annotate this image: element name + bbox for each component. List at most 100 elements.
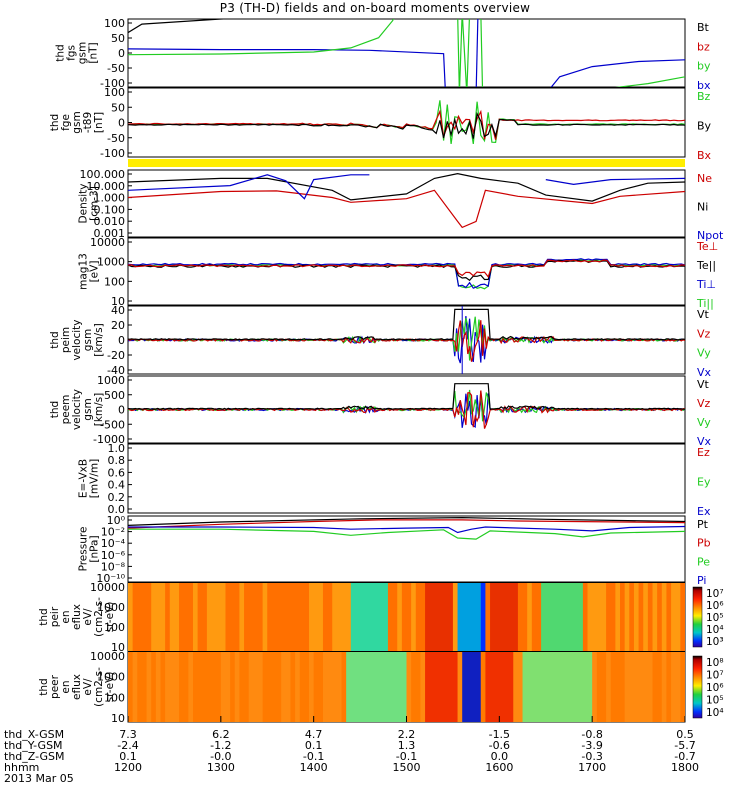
position-row-label: thd_Y-GSM: [4, 739, 63, 752]
spectrogram-column: [355, 652, 361, 722]
legend-vx: Vx: [697, 435, 712, 448]
spectrogram-column: [341, 583, 347, 651]
spectrogram-column: [336, 583, 343, 651]
spectrogram-column: [202, 652, 208, 722]
spectrogram-column: [476, 583, 482, 651]
spectrogram-column: [165, 652, 171, 722]
y-tick-label: 10000: [90, 581, 125, 594]
spectrogram-column: [313, 583, 319, 651]
spectrogram-column: [155, 583, 161, 651]
spectrogram-column: [350, 652, 356, 722]
spectrogram-column: [411, 583, 417, 651]
date-label: 2013 Mar 05: [4, 772, 74, 785]
y-axis-label: thd: [49, 114, 61, 131]
spectrogram-column: [438, 583, 445, 651]
spectrogram-column: [666, 583, 672, 651]
spectrogram-column: [132, 583, 138, 651]
spectrogram-column: [434, 583, 440, 651]
position-row-value: 0.0: [491, 750, 509, 763]
spectrogram-column: [406, 652, 412, 722]
spectrogram-column: [262, 652, 268, 722]
spectrogram-column: [494, 583, 500, 651]
spectrogram-column: [429, 583, 435, 651]
spectrogram-column: [462, 652, 468, 722]
spectrogram-column: [443, 583, 449, 651]
y-tick-label: 10⁰: [107, 514, 126, 527]
spectrogram-column: [587, 583, 593, 651]
spectrogram-column: [448, 583, 454, 651]
legend-bz: bz: [697, 40, 710, 53]
spectrogram-column: [299, 583, 305, 651]
spectrogram-column: [160, 583, 166, 651]
spectrogram-column: [675, 583, 681, 651]
y-tick-label: 100: [104, 86, 125, 99]
position-row-value: 2.2: [398, 728, 416, 741]
y-axis-label: eV/: [82, 678, 94, 696]
spectrogram-column: [253, 583, 259, 651]
spectrogram-column: [378, 652, 384, 722]
y-axis-label: [km/s]: [93, 393, 105, 427]
spectrogram-column: [545, 583, 551, 651]
legend-bt: Bt: [697, 21, 710, 34]
spectrogram-column: [420, 583, 426, 651]
spectrogram-column: [615, 583, 621, 651]
series-npot-right: [545, 177, 685, 186]
series-by-right: [615, 76, 685, 87]
spectrogram-column: [411, 652, 417, 722]
spectrogram-column: [480, 583, 486, 651]
spectrogram-column: [225, 583, 231, 651]
spectrogram-column: [550, 652, 556, 722]
y-tick-label: 500: [104, 389, 125, 402]
spectrogram-column: [332, 583, 338, 651]
y-axis-label: E=-VxB: [78, 459, 90, 498]
spectrogram-column: [471, 652, 477, 722]
series-bt: [128, 19, 234, 34]
legend-vx: Vx: [697, 366, 712, 379]
y-tick-label: 10000: [90, 236, 125, 249]
y-axis-label: eflux: [71, 674, 83, 700]
y-axis-label: [mV/m]: [89, 459, 101, 498]
series-bx-spike: [475, 19, 479, 87]
spectrogram-column: [661, 652, 667, 722]
spectrogram-column: [271, 583, 278, 651]
spectrogram-column: [582, 652, 589, 722]
spectrogram-column: [271, 652, 278, 722]
spectrogram-column: [480, 652, 486, 722]
spectrogram-9: [128, 652, 685, 722]
colorbar-label: 10⁶: [706, 600, 724, 612]
spectrogram-column: [369, 652, 375, 722]
spectrogram-column: [267, 583, 273, 651]
spectrogram-column: [610, 652, 616, 722]
separator-band: [128, 159, 685, 167]
spectrogram-column: [197, 583, 203, 651]
y-tick-label: 10: [111, 712, 125, 725]
y-axis-label: [eV]: [89, 261, 101, 283]
spectrogram-column: [457, 583, 463, 651]
series-bx: [128, 48, 446, 87]
spectrogram-column: [322, 583, 329, 651]
position-row-value: 1.3: [398, 739, 416, 752]
y-tick-label: 100: [104, 691, 125, 704]
spectrogram-column: [578, 583, 584, 651]
y-axis-label: eV/: [82, 608, 94, 626]
spectrogram-column: [448, 652, 454, 722]
legend-pb: Pb: [697, 537, 711, 550]
position-row-value: 4.7: [305, 728, 323, 741]
spectrogram-column: [318, 583, 324, 651]
panel-peem: 1000 500 0-500 -1000 thd peem velocity gsm [km/s…: [49, 374, 712, 448]
spectrogram-column: [387, 652, 394, 722]
spectrogram-column: [239, 583, 245, 651]
legend-bx: Bx: [697, 149, 712, 162]
spectrogram-column: [564, 652, 570, 722]
spectrogram-column: [225, 652, 231, 722]
legend-vt: Vt: [697, 378, 710, 391]
series-ti-perp: [128, 258, 685, 289]
spectrogram-column: [485, 652, 491, 722]
spectrogram-column: [638, 652, 644, 722]
series-pt: [128, 516, 685, 526]
legend-pe: Pe: [697, 555, 710, 568]
spectrogram-column: [276, 583, 282, 651]
position-row-value: 0.1: [119, 750, 137, 763]
spectrogram-column: [559, 583, 565, 651]
legend-vz: Vz: [697, 327, 711, 340]
